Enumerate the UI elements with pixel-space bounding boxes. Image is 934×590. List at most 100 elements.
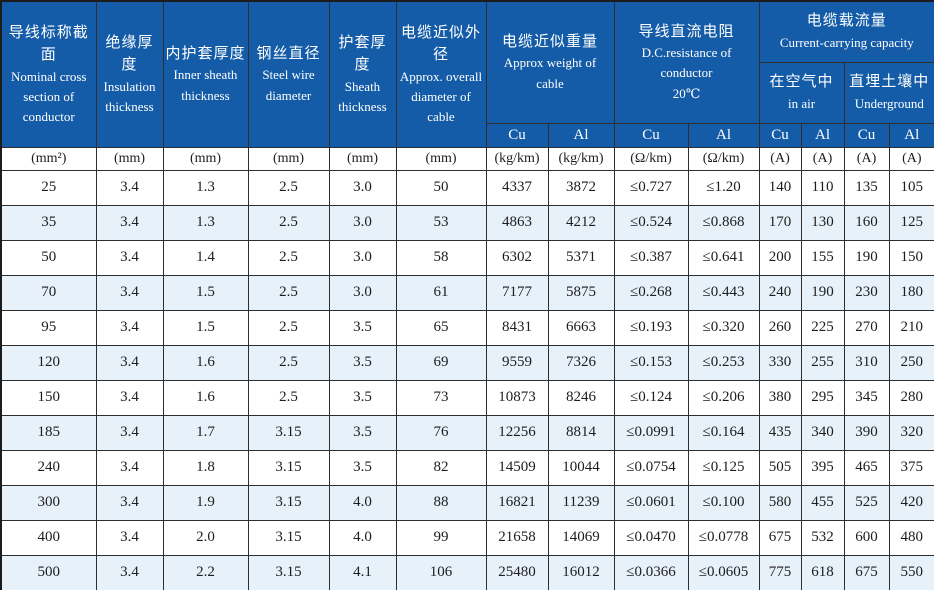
- data-cell: ≤0.164: [687, 414, 760, 451]
- data-cell: 600: [843, 519, 890, 556]
- data-cell: 3.15: [247, 414, 330, 451]
- col-header-insulation: 绝缘厚度 Insulation thickness: [95, 0, 164, 148]
- header-zh: 绝缘厚度: [105, 33, 154, 74]
- data-cell: 135: [843, 169, 890, 206]
- col-header-resistance-group: 导线直流电阻 D.C.resistance of conductor 20℃: [613, 0, 760, 124]
- unit-cell: (kg/km): [485, 146, 549, 171]
- data-cell: ≤0.0991: [613, 414, 689, 451]
- table-head: 导线标称截面 Nominal cross section of conducto…: [0, 0, 934, 148]
- data-cell: 14069: [547, 519, 615, 556]
- unit-cell: (Ω/km): [687, 146, 760, 171]
- table-row: 150 3.4 1.6 2.5 3.5 73 10873 8246 ≤0.124 ≤0.206 38…: [0, 379, 934, 416]
- table-row: 120 3.4 1.6 2.5 3.5 69 9559 7326 ≤0.153 ≤0.253 330…: [0, 344, 934, 381]
- table-row: 400 3.4 2.0 3.15 4.0 99 21658 14069 ≤0.0470 ≤0.07…: [0, 519, 934, 556]
- data-cell: 9559: [485, 344, 549, 381]
- header-metal-row: Cu Al Cu Al Cu Al Cu Al: [1, 122, 934, 148]
- data-cell: ≤0.524: [613, 204, 689, 241]
- data-cell: 240: [0, 449, 97, 486]
- data-cell: 3.4: [95, 204, 164, 241]
- data-cell: 7326: [547, 344, 615, 381]
- col-header-capacity-group: 电缆载流量 Current-carrying capacity: [758, 0, 934, 63]
- header-zh: 护套厚度: [338, 33, 387, 74]
- data-cell: 70: [0, 274, 97, 311]
- header-en: Inner sheath thickness: [173, 67, 238, 103]
- header-zh: 电缆载流量: [806, 12, 887, 30]
- data-cell: 150: [0, 379, 97, 416]
- table-row: 240 3.4 1.8 3.15 3.5 82 14509 10044 ≤0.0754 ≤0.12…: [0, 449, 934, 486]
- data-cell: 618: [800, 554, 845, 590]
- data-cell: 190: [800, 274, 845, 311]
- data-cell: 3.4: [95, 449, 164, 486]
- data-cell: 110: [800, 169, 845, 206]
- unit-cell: (A): [888, 146, 934, 171]
- data-cell: ≤0.0470: [613, 519, 689, 556]
- data-cell: 340: [800, 414, 845, 451]
- header-en: Current-carrying capacity: [779, 34, 914, 50]
- data-cell: 675: [843, 554, 890, 590]
- unit-cell: (A): [843, 146, 890, 171]
- data-cell: 150: [888, 239, 934, 276]
- data-cell: 295: [800, 379, 845, 416]
- data-cell: 1.3: [162, 204, 249, 241]
- data-cell: 1.6: [162, 379, 249, 416]
- data-cell: 3.5: [328, 379, 397, 416]
- data-cell: 53: [395, 204, 487, 241]
- unit-cell: (A): [800, 146, 845, 171]
- header-zh: 钢丝直径: [256, 44, 321, 62]
- data-cell: 250: [888, 344, 934, 381]
- data-cell: 200: [758, 239, 802, 276]
- data-cell: 82: [395, 449, 487, 486]
- table-row: 300 3.4 1.9 3.15 4.0 88 16821 11239 ≤0.0601 ≤0.10…: [0, 484, 934, 521]
- data-cell: 10044: [547, 449, 615, 486]
- unit-cell: (mm²): [0, 146, 97, 171]
- header-en: D.C.resistance of conductor: [641, 45, 732, 81]
- data-cell: 240: [758, 274, 802, 311]
- header-group-row: 导线标称截面 Nominal cross section of conducto…: [0, 0, 934, 148]
- data-cell: 3.0: [328, 169, 397, 206]
- data-cell: 4337: [485, 169, 549, 206]
- header-en: Insulation thickness: [103, 78, 156, 114]
- data-cell: ≤0.0366: [613, 554, 689, 590]
- data-cell: 1.4: [162, 239, 249, 276]
- metal-header-al: Al: [800, 122, 845, 148]
- data-cell: 480: [888, 519, 934, 556]
- data-cell: 455: [800, 484, 845, 521]
- data-cell: 465: [843, 449, 890, 486]
- table-row: 50 3.4 1.4 2.5 3.0 58 6302 5371 ≤0.387 ≤0.641 200 1…: [0, 239, 934, 276]
- header-zh: 电缆近似重量: [502, 32, 599, 50]
- data-cell: 16821: [485, 484, 549, 521]
- table-row: 35 3.4 1.3 2.5 3.0 53 4863 4212 ≤0.524 ≤0.868 170 1…: [0, 204, 934, 241]
- data-cell: 65: [395, 309, 487, 346]
- data-cell: ≤0.0754: [613, 449, 689, 486]
- metal-header-al: Al: [547, 122, 615, 148]
- unit-cell: (A): [758, 146, 802, 171]
- data-cell: 2.5: [247, 274, 330, 311]
- data-cell: 4.0: [328, 484, 397, 521]
- header-zh: 导线直流电阻: [638, 22, 735, 40]
- data-cell: 280: [888, 379, 934, 416]
- header-en: Approx. overall diameter of cable: [399, 68, 483, 124]
- header-temp: 20℃: [672, 85, 701, 101]
- data-cell: 3872: [547, 169, 615, 206]
- data-cell: 120: [0, 344, 97, 381]
- data-cell: 2.5: [247, 239, 330, 276]
- col-header-underground: 直埋土壤中 Underground: [843, 61, 934, 124]
- data-cell: 3.15: [247, 519, 330, 556]
- header-zh: 电缆近似外径: [400, 23, 481, 64]
- data-cell: ≤0.320: [687, 309, 760, 346]
- data-cell: 310: [843, 344, 890, 381]
- metal-header-cu: Cu: [758, 122, 802, 148]
- data-cell: 50: [395, 169, 487, 206]
- data-cell: ≤0.125: [687, 449, 760, 486]
- data-cell: 255: [800, 344, 845, 381]
- metal-header-al: Al: [687, 122, 760, 148]
- data-cell: 76: [395, 414, 487, 451]
- data-cell: 345: [843, 379, 890, 416]
- data-cell: 3.5: [328, 309, 397, 346]
- data-cell: 5875: [547, 274, 615, 311]
- data-cell: 390: [843, 414, 890, 451]
- data-cell: 500: [0, 554, 97, 590]
- unit-cell: (mm): [247, 146, 330, 171]
- data-cell: 130: [800, 204, 845, 241]
